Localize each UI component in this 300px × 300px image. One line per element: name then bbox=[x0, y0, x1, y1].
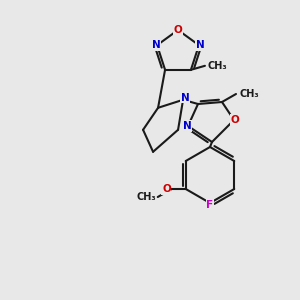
Text: CH₃: CH₃ bbox=[136, 192, 156, 202]
Text: N: N bbox=[152, 40, 161, 50]
Text: O: O bbox=[174, 25, 182, 35]
Text: CH₃: CH₃ bbox=[208, 61, 228, 71]
Text: F: F bbox=[206, 200, 214, 210]
Text: N: N bbox=[181, 93, 189, 103]
Text: O: O bbox=[231, 115, 239, 125]
Text: N: N bbox=[196, 40, 204, 50]
Text: O: O bbox=[162, 184, 171, 194]
Text: N: N bbox=[183, 121, 191, 131]
Text: CH₃: CH₃ bbox=[239, 89, 259, 99]
